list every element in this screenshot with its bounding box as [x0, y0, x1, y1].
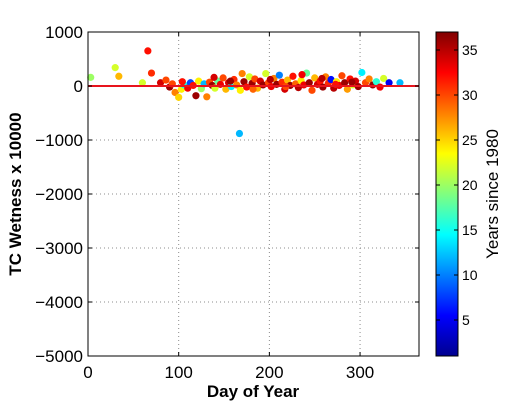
- data-point: [341, 79, 349, 87]
- data-point: [156, 79, 165, 87]
- data-point: [138, 79, 147, 87]
- data-point: [385, 79, 393, 87]
- data-point: [249, 85, 257, 93]
- data-point: [289, 72, 297, 80]
- colorbar-tick-label: 35: [462, 42, 478, 58]
- colorbar-tick-label: 15: [462, 222, 478, 238]
- data-point: [348, 78, 356, 86]
- data-point: [175, 93, 183, 101]
- data-point: [240, 78, 248, 86]
- y-tick-label: −5000: [35, 347, 83, 366]
- data-point: [162, 76, 170, 84]
- data-point: [318, 74, 326, 83]
- y-axis-label: TC Wetness x 10000: [6, 112, 25, 275]
- data-point: [275, 71, 283, 79]
- data-point: [338, 72, 346, 80]
- data-point: [226, 77, 234, 85]
- y-tick-label: −4000: [35, 293, 83, 312]
- data-point: [192, 92, 200, 100]
- data-point: [195, 77, 203, 85]
- data-point: [376, 83, 384, 91]
- data-point: [372, 78, 380, 86]
- data-point: [87, 73, 95, 81]
- data-point: [262, 69, 270, 78]
- colorbar-tick-label: 10: [462, 267, 478, 283]
- x-tick-label: 100: [164, 363, 192, 382]
- data-point: [305, 79, 313, 87]
- data-point: [327, 75, 335, 84]
- x-tick-label: 0: [83, 363, 92, 382]
- y-tick-label: 0: [74, 77, 83, 96]
- data-point: [283, 76, 292, 84]
- y-tick-label: 1000: [45, 23, 83, 42]
- x-axis-ticks: 0 100 200 300: [83, 32, 374, 382]
- colorbar: [435, 31, 459, 357]
- data-point: [238, 69, 246, 78]
- data-point: [203, 93, 211, 101]
- data-point: [210, 73, 218, 81]
- colorbar-tick-label: 20: [462, 177, 478, 193]
- data-point: [115, 72, 123, 80]
- y-tick-label: −1000: [35, 131, 83, 150]
- data-point: [308, 86, 316, 94]
- data-point: [311, 74, 319, 82]
- data-point: [396, 79, 404, 87]
- data-point: [219, 74, 227, 82]
- x-tick-label: 300: [346, 363, 374, 382]
- colorbar-ticks: 5 10 15 20 25 30 35: [436, 42, 478, 328]
- x-axis-label: Day of Year: [207, 382, 300, 401]
- y-axis-ticks: 1000 0 −1000 −2000 −3000 −4000 −5000: [35, 23, 419, 366]
- y-tick-label: −2000: [35, 185, 83, 204]
- data-point: [147, 69, 156, 77]
- colorbar-tick-label: 25: [462, 132, 478, 148]
- data-point: [144, 47, 152, 55]
- data-point: [178, 78, 186, 86]
- colorbar-label: Years since 1980: [483, 129, 502, 259]
- data-point: [358, 68, 366, 77]
- data-point: [245, 73, 254, 81]
- data-point: [380, 74, 388, 83]
- data-point: [235, 129, 244, 138]
- colorbar-tick-label: 5: [462, 312, 470, 328]
- data-point: [251, 75, 259, 83]
- data-point: [266, 75, 274, 84]
- data-point: [365, 75, 373, 83]
- colorbar-tick-label: 30: [462, 87, 478, 103]
- data-point: [222, 85, 230, 93]
- data-point: [343, 85, 351, 93]
- y-tick-label: −3000: [35, 239, 83, 258]
- x-tick-label: 200: [255, 363, 283, 382]
- data-point: [111, 64, 119, 72]
- data-point: [236, 86, 244, 94]
- data-point: [298, 71, 306, 79]
